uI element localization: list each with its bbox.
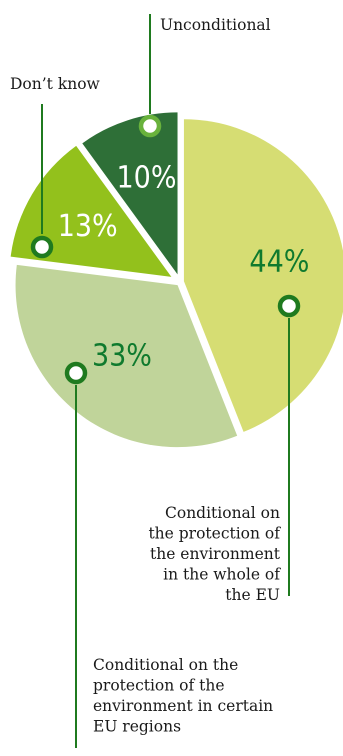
leader-certain-regions-marker [64, 361, 88, 385]
callout-dont-know: Don’t know [10, 75, 101, 93]
callout-unconditional: Unconditional [160, 16, 271, 34]
pie-label-unconditional: 10% [116, 160, 176, 195]
pie-slice-unconditional [82, 112, 178, 275]
callout-certain-regions: Conditional on the protection of the envir… [93, 656, 273, 736]
leader-unconditional-marker [138, 114, 162, 138]
callout-whole-eu: Conditional on the protection of the envir… [148, 504, 281, 604]
leader-whole-eu-marker [277, 294, 301, 318]
pie-slice-certain-regions [15, 264, 238, 448]
callout-labels: 44% 33% 13% 10% Unconditional Don’t know Condi… [10, 16, 309, 736]
pie-label-certain-regions: 33% [92, 338, 152, 373]
pie-slice-whole-eu [183, 119, 343, 432]
callout-leaders [30, 14, 301, 748]
leader-dont-know-marker [30, 235, 54, 259]
pie-slices [10, 112, 343, 448]
pie-label-whole-eu: 44% [249, 245, 309, 280]
pie-label-dont-know: 13% [58, 209, 118, 244]
